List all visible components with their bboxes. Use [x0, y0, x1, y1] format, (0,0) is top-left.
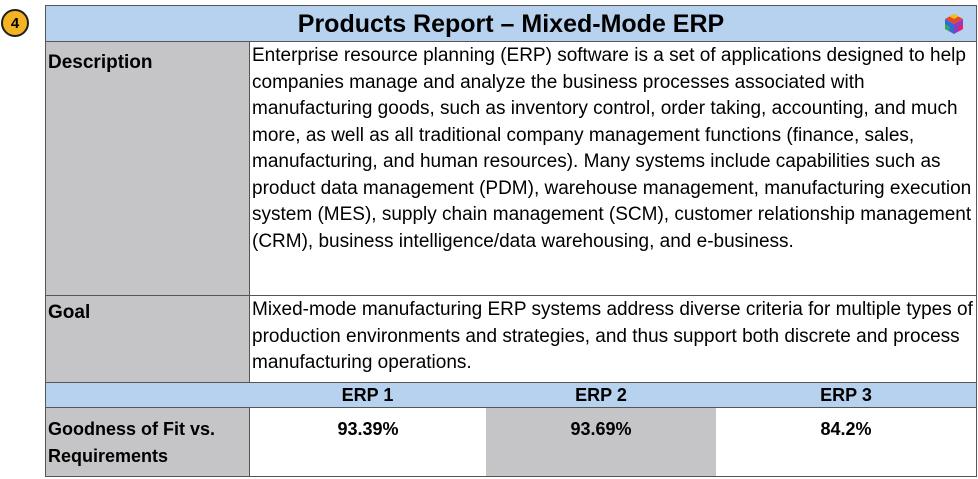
- erp-2-header: ERP 2: [575, 385, 627, 405]
- goal-text: Mixed-mode manufacturing ERP systems add…: [249, 296, 976, 382]
- goal-label-cell: Goal: [46, 296, 249, 382]
- erp-1-header: ERP 1: [341, 385, 394, 405]
- description-text: Enterprise resource planning (ERP) softw…: [249, 42, 976, 295]
- goodness-of-fit-row: Goodness of Fit vs. Requirements 93.39% …: [46, 408, 976, 476]
- erp-3-header: ERP 3: [820, 385, 872, 405]
- erp-3-fit-value: 84.2%: [716, 408, 976, 476]
- erp-2-fit-value: 93.69%: [486, 408, 716, 476]
- goodness-of-fit-label: Goodness of Fit vs. Requirements: [46, 408, 249, 476]
- step-number-badge: 4: [1, 9, 29, 37]
- products-report: Products Report – Mixed-Mode ERP Descrip…: [45, 5, 977, 477]
- report-title-bar: Products Report – Mixed-Mode ERP: [46, 6, 976, 42]
- row-divider: [46, 295, 976, 296]
- description-label-cell: Description: [46, 42, 249, 295]
- erp-column-header: ERP 1 ERP 2 ERP 3: [46, 383, 976, 408]
- description-label: Description: [48, 52, 153, 73]
- erp-1-fit-value: 93.39%: [249, 408, 486, 476]
- goal-label: Goal: [48, 302, 91, 323]
- report-title: Products Report – Mixed-Mode ERP: [297, 10, 725, 38]
- colorful-cube-logo-icon: [945, 14, 963, 34]
- row-divider: [46, 382, 976, 383]
- step-number: 4: [10, 14, 20, 32]
